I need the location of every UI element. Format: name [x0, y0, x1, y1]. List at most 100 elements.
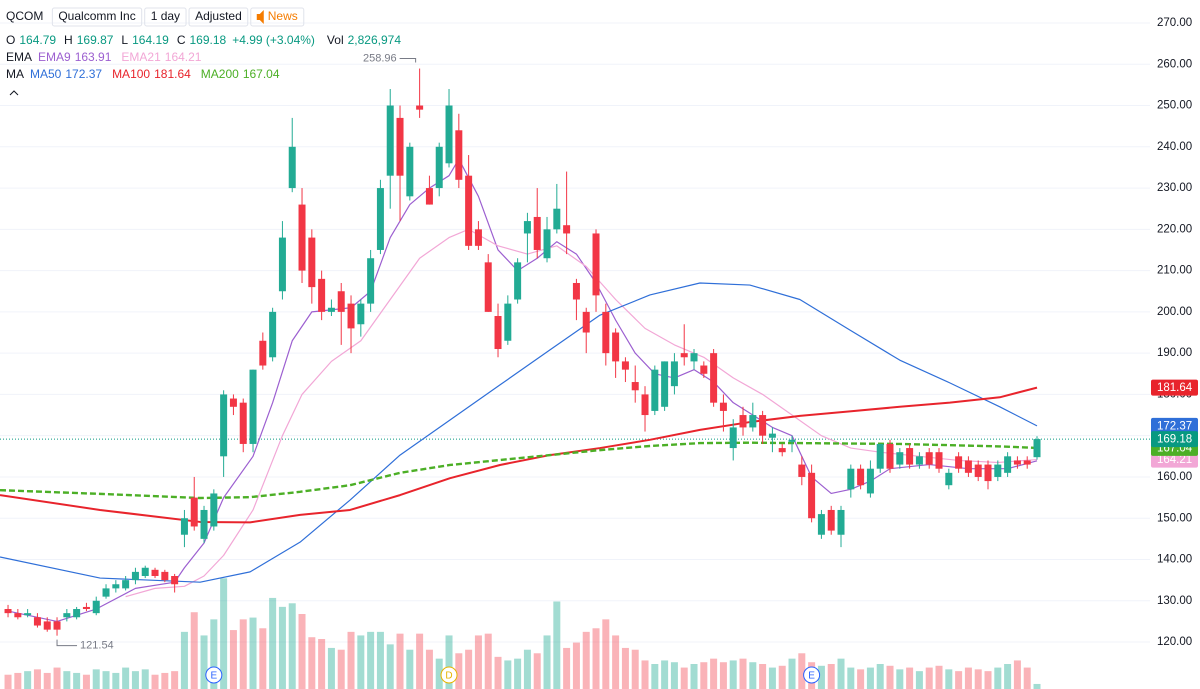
legend-value: 172.37 [65, 67, 102, 81]
volume-bar [180, 631, 188, 689]
candle-body [749, 415, 757, 428]
axis-badge-label: 181.64 [1157, 382, 1193, 394]
interval: 1 day [151, 9, 180, 23]
volume-bar [523, 649, 531, 689]
volume-pane [4, 578, 1041, 689]
event-marker [205, 666, 223, 684]
y-tick-label: 200.00 [1157, 306, 1192, 318]
event-marker [440, 666, 458, 684]
volume-bar [73, 672, 81, 689]
indicator-group: EMA [6, 50, 32, 64]
volume-bar [494, 656, 502, 689]
volume-bar [857, 669, 865, 689]
candle-body [955, 456, 963, 469]
candle-body [543, 229, 551, 259]
candle-body [857, 468, 865, 486]
volume-bar [759, 664, 767, 689]
legend-value: 167.04 [243, 67, 280, 81]
volume-bar [661, 660, 669, 689]
candle-body [249, 369, 257, 444]
candle-body [494, 316, 502, 350]
volume-bar [386, 644, 394, 689]
candle-body [376, 188, 384, 250]
candle-body [514, 262, 522, 300]
candle-body [1004, 456, 1012, 473]
candle-body [592, 233, 600, 296]
y-tick-label: 260.00 [1157, 58, 1192, 70]
volume-bar [318, 639, 326, 689]
candle-body [347, 303, 355, 329]
candle-body [670, 361, 678, 387]
volume-label: Vol [327, 33, 344, 47]
candle-body [33, 617, 41, 626]
y-tick-label: 250.00 [1157, 100, 1192, 112]
candle-body [768, 433, 776, 438]
volume-bar [543, 635, 551, 689]
candles [4, 68, 1041, 636]
legend-value: 163.91 [75, 50, 112, 64]
annotations: 258.96 121.54 E D E [56, 52, 821, 684]
volume-bar [847, 667, 855, 689]
volume-bar [484, 633, 492, 689]
volume-bar [827, 664, 835, 689]
volume-bar [406, 649, 414, 689]
volume-bar [200, 635, 208, 689]
candle-body [798, 464, 806, 477]
candle-body [896, 452, 904, 465]
volume-bar [504, 660, 512, 689]
adjustment: Adjusted [195, 9, 242, 23]
candle-body [729, 427, 737, 449]
candle-body [455, 130, 463, 180]
y-tick-label: 160.00 [1157, 471, 1192, 483]
candle-body [1023, 460, 1031, 465]
candle-body [4, 609, 12, 614]
open-value: 164.79 [19, 33, 56, 47]
y-tick-label: 150.00 [1157, 512, 1192, 524]
volume-bar [710, 658, 718, 689]
candle-body [1013, 460, 1021, 465]
volume-bar [220, 578, 228, 689]
volume-bar [4, 674, 12, 689]
candle-body [876, 443, 884, 469]
candle-body [680, 353, 688, 358]
volume-bar [896, 669, 904, 689]
candle-body [631, 382, 639, 391]
company-name: Qualcomm Inc [58, 9, 135, 23]
candle-body [73, 609, 81, 618]
volume-bar [670, 662, 678, 689]
axis-badge-label: 169.18 [1157, 434, 1192, 446]
volume-bar [396, 633, 404, 689]
high-marker [399, 58, 417, 63]
candle-body [817, 514, 825, 535]
volume-bar [955, 671, 963, 689]
axis-badge [1151, 431, 1198, 448]
candle-body [82, 606, 90, 610]
candle-body [180, 518, 188, 535]
candle-body [719, 402, 727, 411]
candle-body [43, 621, 51, 630]
axis-badge-label: 164.21 [1157, 454, 1192, 466]
candle-body [445, 105, 453, 164]
volume-bar [837, 658, 845, 689]
volume-bar [53, 667, 61, 689]
candle-body [837, 509, 845, 535]
candle-body [778, 448, 786, 453]
volume-bar [925, 667, 933, 689]
price-axis: 120.00130.00140.00150.00160.00170.00180.… [1151, 17, 1198, 648]
candle-body [759, 415, 767, 436]
candle-body [122, 580, 130, 589]
volume-bar [621, 647, 629, 689]
volume-bar [582, 631, 590, 689]
candle-body [935, 452, 943, 469]
volume-bar [14, 672, 22, 689]
candle-body [416, 105, 424, 110]
indicator-group: MA [6, 67, 24, 81]
candle-body [396, 117, 404, 176]
candle-body [92, 600, 100, 614]
volume-bar [465, 649, 473, 689]
candle-body [602, 311, 610, 354]
candle-body [915, 456, 923, 465]
candle-body [572, 282, 580, 300]
volume-bar [729, 660, 737, 689]
header-box [51, 7, 143, 27]
